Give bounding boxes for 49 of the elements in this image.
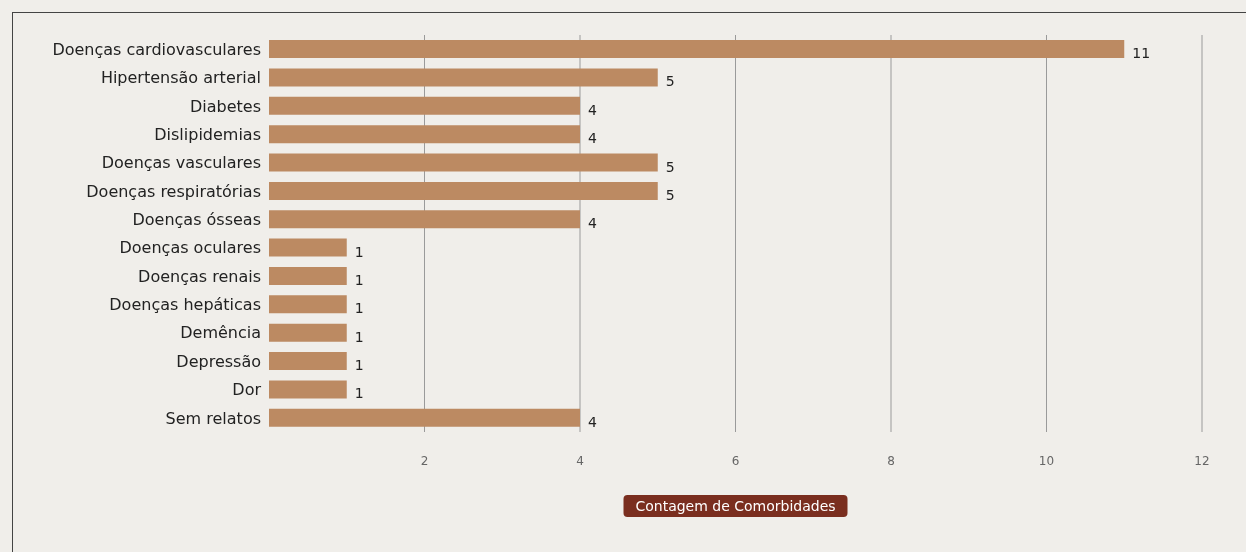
bar <box>269 408 580 427</box>
x-tick-label: 10 <box>1038 453 1055 468</box>
bar <box>269 68 658 87</box>
y-tick-label: Sem relatos <box>165 408 261 428</box>
y-tick-label: Demência <box>180 323 261 343</box>
data-label: 1 <box>354 357 364 373</box>
y-tick-label: Depressão <box>176 351 261 371</box>
bar <box>269 40 1125 59</box>
x-tick-label: 2 <box>420 453 429 468</box>
data-label: 1 <box>354 328 364 345</box>
x-tick-label: 12 <box>1194 453 1210 468</box>
x-tick-label: 4 <box>576 453 584 468</box>
data-label: 4 <box>588 130 597 147</box>
y-tick-label: Doenças vasculares <box>101 153 261 173</box>
bar <box>269 96 580 115</box>
y-tick-label: Diabetes <box>189 96 261 116</box>
y-tick-label: Doenças renais <box>138 266 261 286</box>
bar <box>269 352 347 371</box>
data-label: 1 <box>354 385 364 402</box>
data-label: 5 <box>665 73 675 90</box>
bar <box>269 323 347 342</box>
data-label: 4 <box>588 215 597 232</box>
data-label: 11 <box>1132 45 1151 62</box>
data-label: 4 <box>588 101 597 118</box>
bar <box>269 210 580 229</box>
y-tick-label: Dislipidemias <box>154 124 261 144</box>
y-tick-label: Doenças hepáticas <box>109 295 261 315</box>
data-label: 4 <box>588 413 597 430</box>
data-label: 1 <box>354 243 364 260</box>
data-label: 1 <box>354 271 364 288</box>
bar <box>269 295 347 314</box>
y-tick-label: Doenças ósseas <box>132 210 261 229</box>
bar <box>269 153 658 172</box>
x-axis-title: Contagem de Comorbidades <box>635 498 836 514</box>
x-tick-label: 8 <box>887 453 895 468</box>
bar <box>269 380 347 399</box>
y-tick-label: Doenças cardiovasculares <box>52 39 261 59</box>
bar <box>269 181 658 200</box>
y-tick-label: Hipertensão arterial <box>100 68 261 88</box>
bar <box>269 125 580 144</box>
y-tick-label: Dor <box>232 380 262 400</box>
bar <box>269 266 347 285</box>
data-label: 1 <box>354 300 364 317</box>
data-label: 5 <box>665 186 675 203</box>
data-label: 5 <box>665 158 675 175</box>
y-tick-label: Doenças respiratórias <box>86 181 261 201</box>
y-tick-label: Doenças oculares <box>119 238 261 258</box>
bar <box>269 238 347 257</box>
x-tick-label: 6 <box>731 453 740 468</box>
